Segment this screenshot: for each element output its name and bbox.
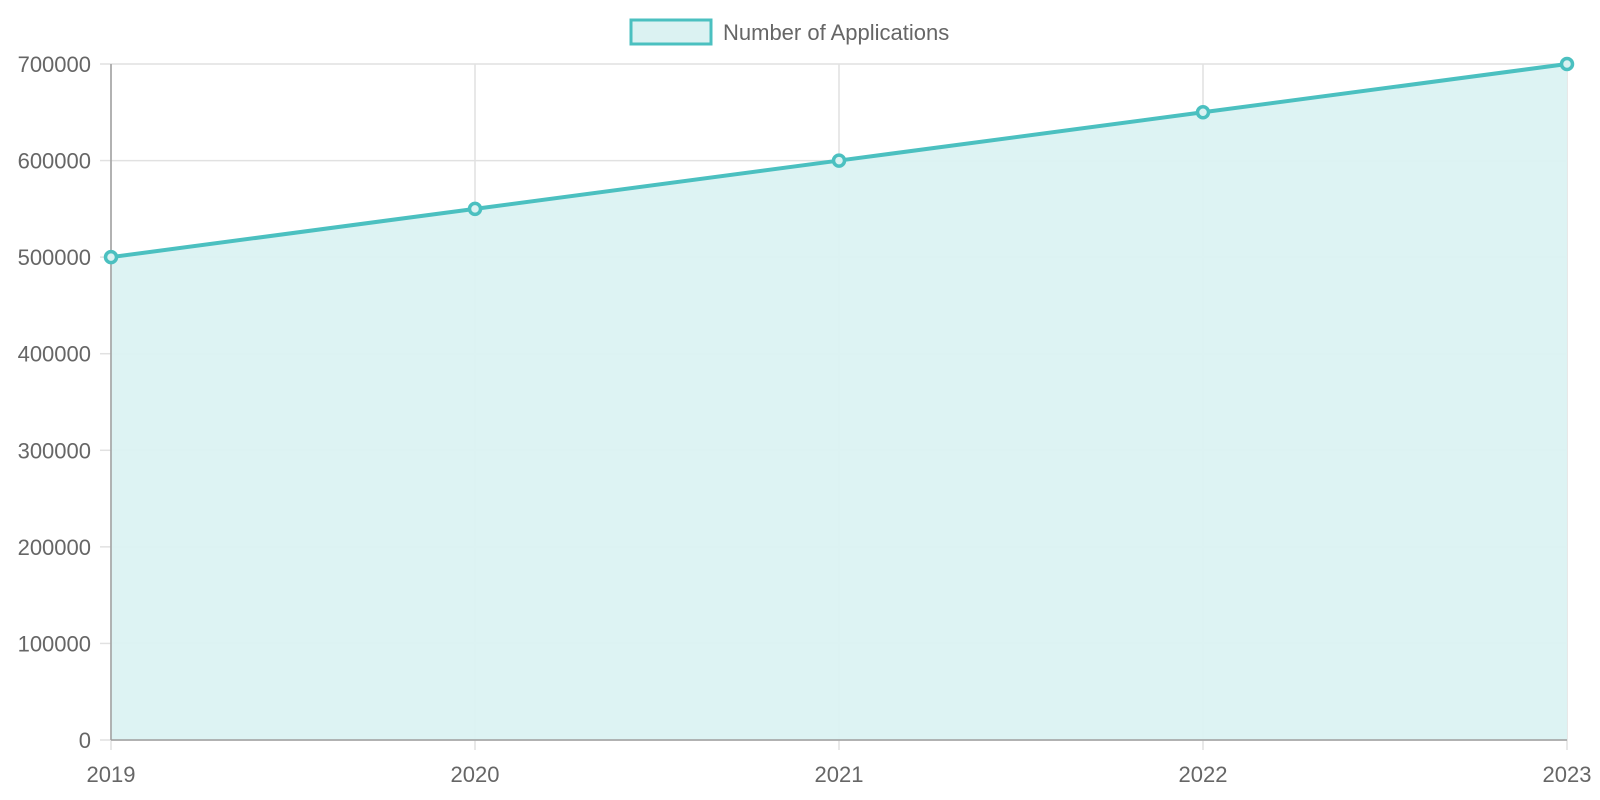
legend[interactable]: Number of Applications [629, 18, 949, 46]
data-point[interactable] [831, 153, 847, 168]
y-tick-label: 300000 [18, 438, 91, 463]
y-tick-label: 200000 [18, 535, 91, 560]
x-tick-label: 2023 [1543, 762, 1592, 787]
x-tick-label: 2019 [87, 762, 136, 787]
data-points [103, 56, 1575, 265]
y-axis-tick-labels: 0 100000 200000 300000 400000 500000 600000 700… [18, 52, 91, 753]
data-point[interactable] [1559, 56, 1575, 72]
x-axis-tick-labels: 2019 2020 2021 2022 2023 [87, 762, 1592, 787]
legend-swatch[interactable] [629, 18, 713, 46]
x-tick-label: 2022 [1179, 762, 1228, 787]
data-point[interactable] [467, 201, 483, 217]
x-tick-label: 2020 [451, 762, 500, 787]
y-tick-label: 600000 [18, 149, 91, 174]
y-tick-label: 100000 [18, 631, 91, 656]
y-tick-label: 500000 [18, 245, 91, 270]
y-tick-label: 400000 [18, 342, 91, 367]
y-tick-label: 0 [79, 728, 91, 753]
data-point[interactable] [103, 249, 119, 265]
series-area-fill [111, 64, 1567, 740]
data-point[interactable] [1195, 105, 1211, 120]
x-tick-label: 2021 [815, 762, 864, 787]
legend-label[interactable]: Number of Applications [723, 20, 949, 45]
y-tick-label: 700000 [18, 52, 91, 77]
axes [100, 63, 1568, 750]
